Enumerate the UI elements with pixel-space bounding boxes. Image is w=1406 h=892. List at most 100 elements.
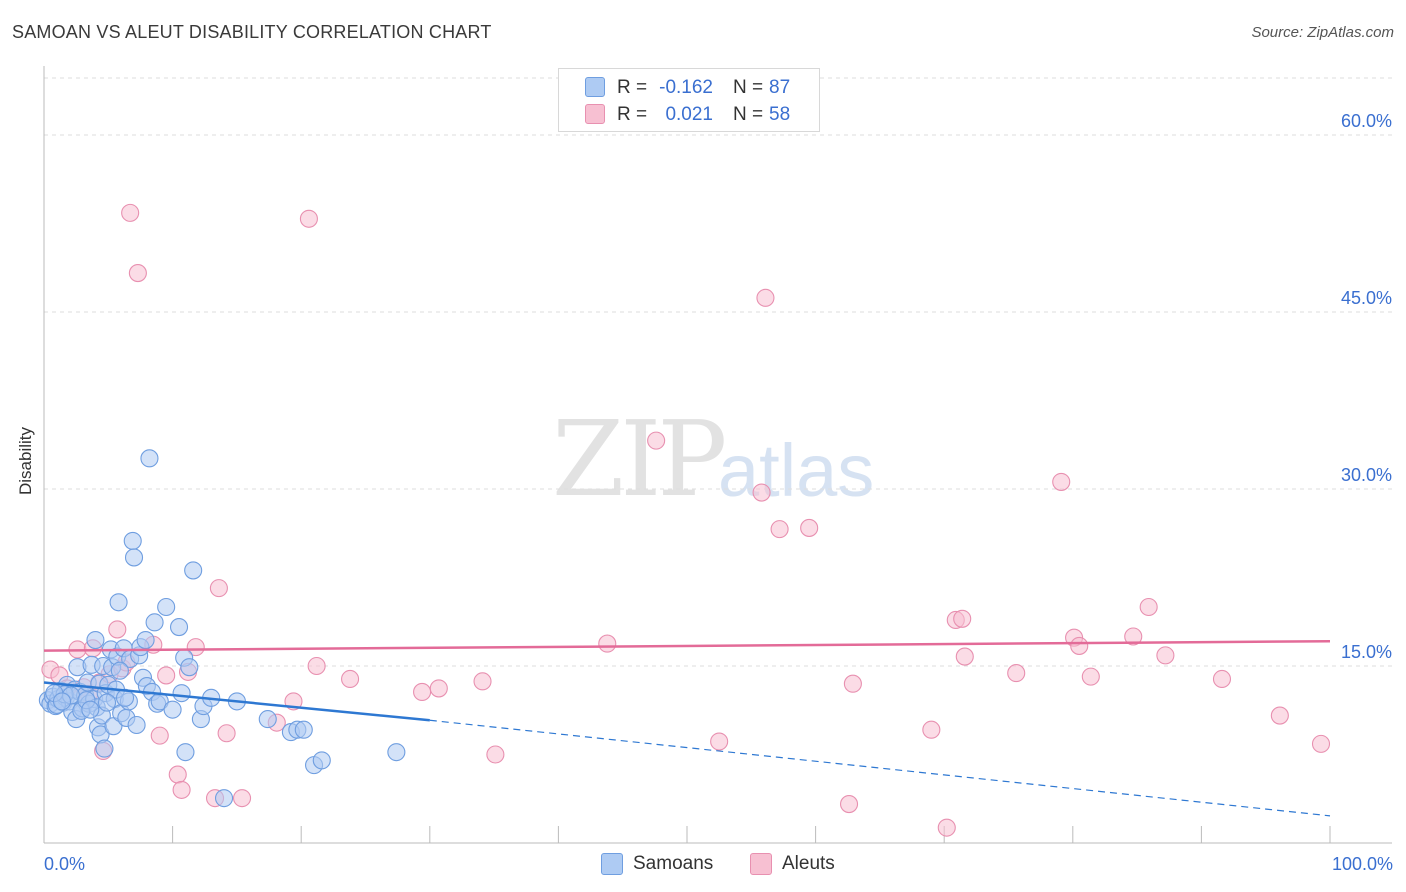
r-value: 0.021	[665, 104, 713, 125]
r-label: R =	[617, 77, 648, 98]
aleuts-point	[473, 672, 492, 691]
samoans-point	[52, 692, 72, 711]
samoans-point	[127, 715, 146, 735]
gridlines	[44, 77, 1392, 667]
aleuts-point	[186, 638, 205, 657]
aleuts-point	[128, 264, 147, 283]
samoans-point	[184, 561, 203, 580]
samoans-point	[172, 684, 191, 703]
samoans-point	[140, 449, 159, 468]
aleuts-point	[157, 666, 176, 685]
samoans-point	[109, 593, 128, 612]
aleuts-legend-swatch	[750, 853, 772, 875]
aleuts-point	[598, 634, 617, 653]
aleuts-point	[209, 579, 228, 598]
samoans-point	[214, 789, 234, 808]
aleuts-trend-line	[43, 639, 1331, 652]
axes	[43, 66, 1392, 844]
aleuts-point	[1139, 597, 1158, 617]
y-axis-label-text: Disability	[16, 426, 35, 495]
aleuts-point	[1311, 734, 1331, 753]
aleuts-point	[413, 682, 432, 702]
aleuts-point	[168, 765, 187, 784]
aleuts-point	[150, 726, 169, 745]
aleuts-point	[108, 620, 127, 639]
samoans-point	[124, 548, 144, 567]
watermark-atlas: atlas	[718, 429, 875, 512]
aleuts-point	[843, 674, 862, 693]
aleuts-point	[937, 818, 956, 837]
n-label: N =	[733, 104, 764, 125]
aleuts-legend-label: Aleuts	[782, 853, 835, 874]
aleuts-point	[1052, 472, 1071, 491]
x-tick-label: 0.0%	[44, 854, 85, 874]
aleuts-point	[756, 288, 775, 307]
samoans-point	[136, 630, 155, 650]
correlation-legend: R = -0.162 N = 87 R = 0.021 N = 58	[558, 68, 820, 132]
y-tick-label: 60.0%	[1341, 111, 1392, 131]
samoans-legend-label: Samoans	[633, 853, 714, 874]
aleuts-point	[1081, 667, 1100, 686]
aleuts-point	[1270, 706, 1289, 725]
aleuts-point	[647, 431, 666, 450]
samoans-trend-solid	[43, 681, 430, 722]
chart-title: SAMOAN VS ALEUT DISABILITY CORRELATION C…	[12, 22, 492, 42]
samoans-legend-swatch	[601, 853, 623, 875]
samoans-point	[123, 531, 142, 550]
samoans-point	[110, 661, 129, 680]
aleuts-point	[217, 724, 236, 743]
tick-labels: 15.0% 30.0% 45.0% 60.0% 0.0% 100.0%	[44, 111, 1393, 874]
aleuts-point	[955, 647, 974, 666]
aleuts-point	[172, 780, 191, 799]
y-tick-label: 45.0%	[1341, 288, 1392, 308]
samoans-swatch	[585, 77, 605, 97]
aleuts-point	[1124, 627, 1143, 646]
n-label: N =	[733, 77, 764, 98]
n-value: 58	[769, 104, 791, 125]
x-tick-label: 100.0%	[1332, 854, 1393, 874]
samoans-trend-dashed	[429, 719, 1331, 817]
aleuts-point	[341, 669, 360, 689]
aleuts-swatch	[585, 104, 605, 124]
samoans-point	[145, 613, 164, 632]
samoans-point	[157, 597, 176, 617]
samoans-point	[258, 710, 277, 729]
samoans-point	[163, 700, 182, 719]
aleuts-point	[486, 745, 505, 764]
aleuts-point	[839, 795, 859, 814]
legend-row-aleuts: R = 0.021 N = 58	[559, 101, 819, 127]
samoans-point	[86, 630, 105, 650]
samoans-point	[387, 743, 406, 762]
n-value: 87	[769, 77, 791, 98]
samoans-point	[312, 751, 331, 770]
aleuts-point	[800, 518, 819, 537]
y-axis-label: Disability	[4, 387, 35, 495]
y-tick-label: 15.0%	[1341, 642, 1392, 662]
aleuts-point	[770, 520, 789, 539]
aleuts-point	[299, 209, 318, 228]
samoans-point	[97, 693, 117, 712]
source-label: Source: ZipAtlas.com	[1251, 24, 1394, 41]
samoans-point	[294, 720, 313, 739]
r-label: R =	[617, 104, 648, 125]
aleuts-point	[429, 679, 448, 698]
samoans-point	[95, 739, 114, 758]
samoans-point	[169, 618, 189, 637]
aleuts-point	[121, 203, 140, 222]
r-value: -0.162	[659, 77, 713, 98]
samoans-point	[180, 658, 199, 677]
aleuts-point	[1007, 664, 1026, 683]
aleuts-point	[1156, 646, 1175, 665]
aleuts-point	[1070, 636, 1089, 655]
aleuts-point	[710, 732, 729, 751]
y-tick-label: 30.0%	[1341, 465, 1392, 485]
aleuts-point	[307, 656, 326, 676]
aleuts-point	[1212, 669, 1232, 689]
samoans-point	[81, 700, 100, 719]
legend-row-samoans: R = -0.162 N = 87	[559, 74, 819, 100]
watermark-zip: ZIP	[552, 398, 727, 520]
aleuts-point	[752, 483, 771, 502]
samoans-point	[176, 743, 195, 762]
aleuts-point	[953, 609, 972, 628]
